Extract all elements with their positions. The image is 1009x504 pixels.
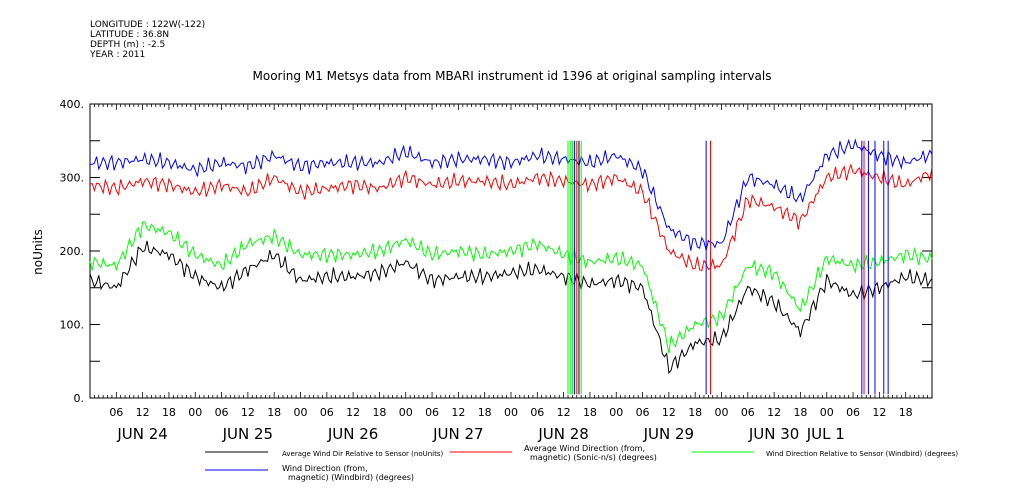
longitude-text: LONGITUDE : 122W(-122) — [90, 20, 206, 30]
x-hour-label: 18 — [793, 406, 807, 419]
y-tick-label: 400. — [60, 98, 85, 111]
plot-frame — [89, 103, 933, 399]
latitude-text: LATITUDE : 36.8N — [90, 30, 170, 40]
x-hour-label: 18 — [478, 406, 492, 419]
x-hour-label: 18 — [162, 406, 176, 419]
x-hour-label: 18 — [899, 406, 913, 419]
x-hour-label: 18 — [267, 406, 281, 419]
x-hour-label: 00 — [820, 406, 834, 419]
y-tick-label: 300. — [60, 172, 85, 185]
x-hour-label: 06 — [109, 406, 123, 419]
x-hour-label: 12 — [451, 406, 465, 419]
legend: Average Wind Dir Relative to Sensor (noU… — [205, 444, 958, 482]
x-day-label: JUN 27 — [432, 425, 483, 443]
x-hour-label: 12 — [557, 406, 571, 419]
x-hour-label: 06 — [425, 406, 439, 419]
x-hour-label: 06 — [320, 406, 334, 419]
x-hour-label: 18 — [688, 406, 702, 419]
series-line — [89, 163, 933, 272]
x-day-label: JUN 30 — [748, 425, 799, 443]
x-day-label: JUL 1 — [806, 425, 845, 443]
y-tick-label: 0. — [74, 392, 85, 405]
x-day-label: JUN 26 — [327, 425, 378, 443]
x-hour-label: 12 — [346, 406, 360, 419]
y-axis-label: noUnits — [31, 229, 45, 275]
metadata-block: LONGITUDE : 122W(-122) LATITUDE : 36.8N … — [90, 20, 205, 60]
x-hour-label: 00 — [609, 406, 623, 419]
chart-title: Mooring M1 Metsys data from MBARI instru… — [253, 69, 772, 83]
x-hour-label: 00 — [294, 406, 308, 419]
legend-label: Average Wind Direction (from, magnetic) (… — [524, 444, 657, 462]
x-hour-label: 06 — [741, 406, 755, 419]
x-hour-label: 18 — [372, 406, 386, 419]
y-tick-label: 100. — [60, 319, 85, 332]
x-hour-label: 12 — [241, 406, 255, 419]
x-hour-label: 12 — [872, 406, 886, 419]
x-hour-label: 06 — [846, 406, 860, 419]
x-hour-label: 06 — [530, 406, 544, 419]
x-hour-label: 12 — [662, 406, 676, 419]
y-axis: 0. 100. 200. 300. 400. — [60, 98, 932, 405]
series-lines — [89, 138, 933, 395]
x-hour-label: 00 — [715, 406, 729, 419]
x-day-label: JUN 24 — [116, 425, 167, 443]
series-line — [89, 138, 933, 251]
series-line — [89, 221, 933, 354]
legend-label: Wind Direction Relative to Sensor (Windb… — [766, 450, 958, 458]
x-day-label: JUN 25 — [222, 425, 273, 443]
year-text: YEAR : 2011 — [90, 50, 146, 60]
series-line — [89, 240, 933, 375]
x-day-label: JUN 29 — [643, 425, 694, 443]
y-tick-label: 200. — [60, 245, 85, 258]
x-hour-label: 06 — [215, 406, 229, 419]
x-hour-label: 00 — [188, 406, 202, 419]
depth-text: DEPTH (m) : -2.5 — [90, 40, 166, 50]
x-day-label: JUN 28 — [537, 425, 588, 443]
x-axis: 06 12 18 00 06 12 18 00 06 12 18 00 06 12 18 00 06 12 18 00… — [89, 104, 933, 443]
legend-label: Average Wind Dir Relative to Sensor (noU… — [282, 450, 443, 458]
x-hour-label: 12 — [136, 406, 150, 419]
x-hour-label: 12 — [767, 406, 781, 419]
x-hour-label: 00 — [399, 406, 413, 419]
x-hour-label: 00 — [504, 406, 518, 419]
legend-label: Wind Direction (from, magnetic) (Windbird… — [282, 464, 414, 482]
x-hour-label: 06 — [636, 406, 650, 419]
x-hour-label: 18 — [583, 406, 597, 419]
